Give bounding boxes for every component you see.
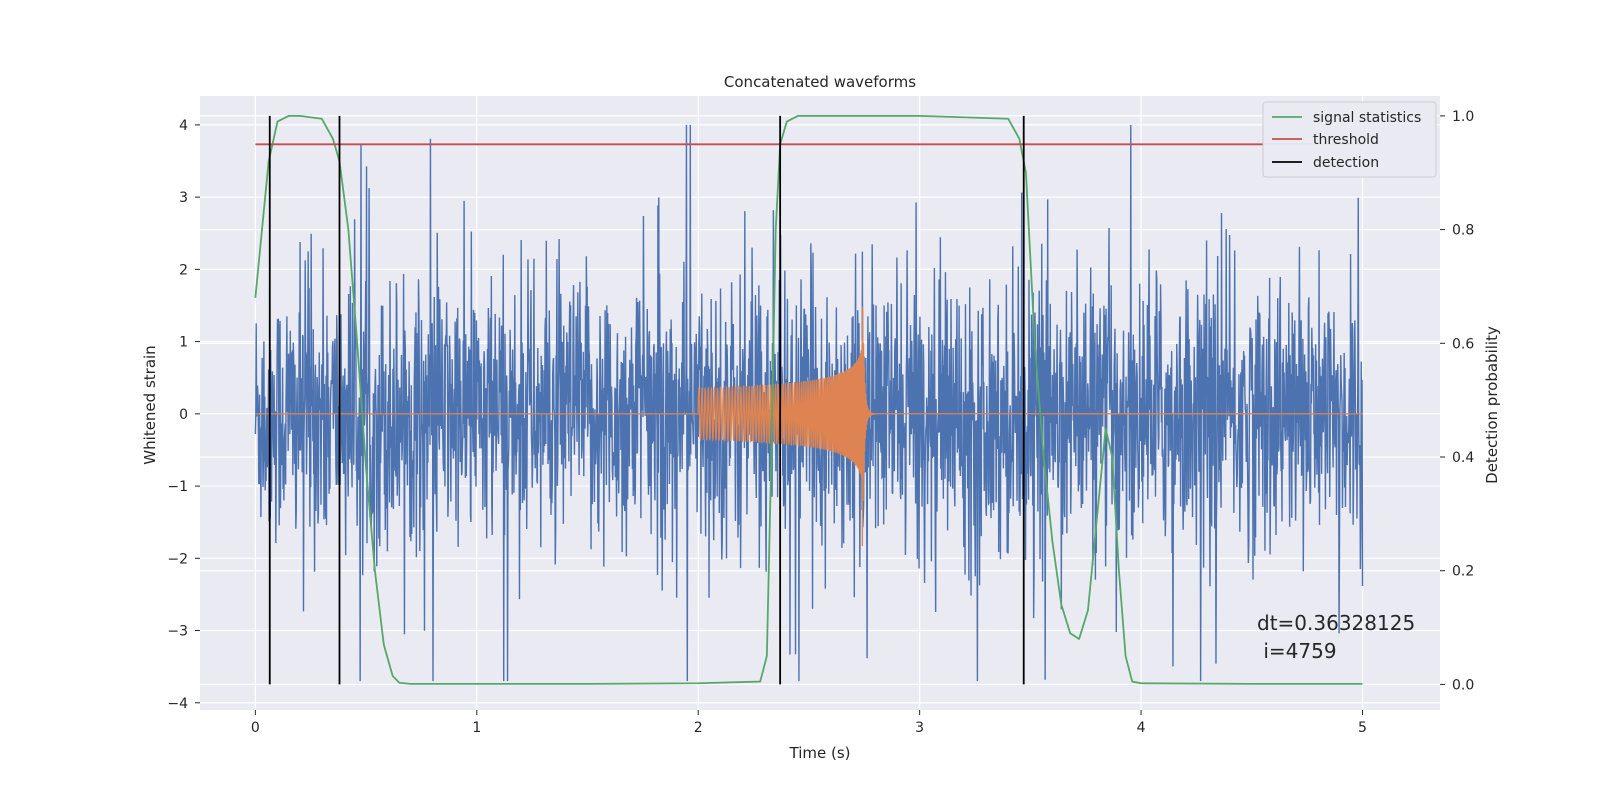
x-tick-label: 1 [472, 720, 481, 736]
y2-tick-label: 0.2 [1452, 564, 1474, 580]
y2-tick-label: 0.0 [1452, 677, 1474, 693]
tick-layer: 0 1 2 3 4 5 −4 −3 −2 −1 0 1 2 3 4 0.0 0.2 0.4 0.6 0.8 1.0 [167, 109, 1474, 736]
noise-series-line [254, 124, 1364, 682]
y-tick-label: 1 [179, 335, 188, 351]
y2-axis-label: Detection probability [1483, 326, 1501, 484]
y-tick-label: −2 [167, 551, 188, 567]
y-axis-label: Whitened strain [141, 345, 159, 464]
annotation-line-1: i=4759 [1257, 639, 1337, 663]
x-axis-label: Time (s) [789, 744, 851, 762]
x-tick-label: 0 [251, 720, 260, 736]
y-tick-label: 4 [179, 118, 188, 134]
dt-annotation: dt=0.36328125 i=4759 [1257, 611, 1415, 663]
legend: signal statistics threshold detection [1262, 101, 1437, 178]
y2-tick-label: 0.4 [1452, 450, 1474, 466]
y-tick-label: −1 [167, 479, 188, 495]
annotation-line-0: dt=0.36328125 [1257, 611, 1415, 635]
y2-tick-label: 0.6 [1452, 336, 1474, 352]
x-tick-label: 5 [1358, 720, 1367, 736]
x-tick-label: 3 [915, 720, 924, 736]
legend-label-threshold: threshold [1313, 132, 1379, 148]
y-tick-label: 2 [179, 262, 188, 278]
x-tick-label: 4 [1137, 720, 1146, 736]
signal-statistics-line [254, 115, 1363, 685]
legend-label-signal-statistics: signal statistics [1313, 110, 1421, 126]
legend-box [1262, 101, 1437, 178]
y-tick-label: 0 [179, 407, 188, 423]
chart-title: Concatenated waveforms [724, 73, 916, 91]
x-tick-label: 2 [694, 720, 703, 736]
y-tick-label: −3 [167, 624, 188, 640]
y2-tick-label: 0.8 [1452, 223, 1474, 239]
injected-waveform-line [255, 306, 1363, 546]
y-tick-label: −4 [167, 696, 188, 712]
y2-tick-label: 1.0 [1452, 109, 1474, 125]
legend-label-detection: detection [1313, 155, 1379, 171]
data-layer [254, 115, 1364, 685]
y-tick-label: 3 [179, 190, 188, 206]
